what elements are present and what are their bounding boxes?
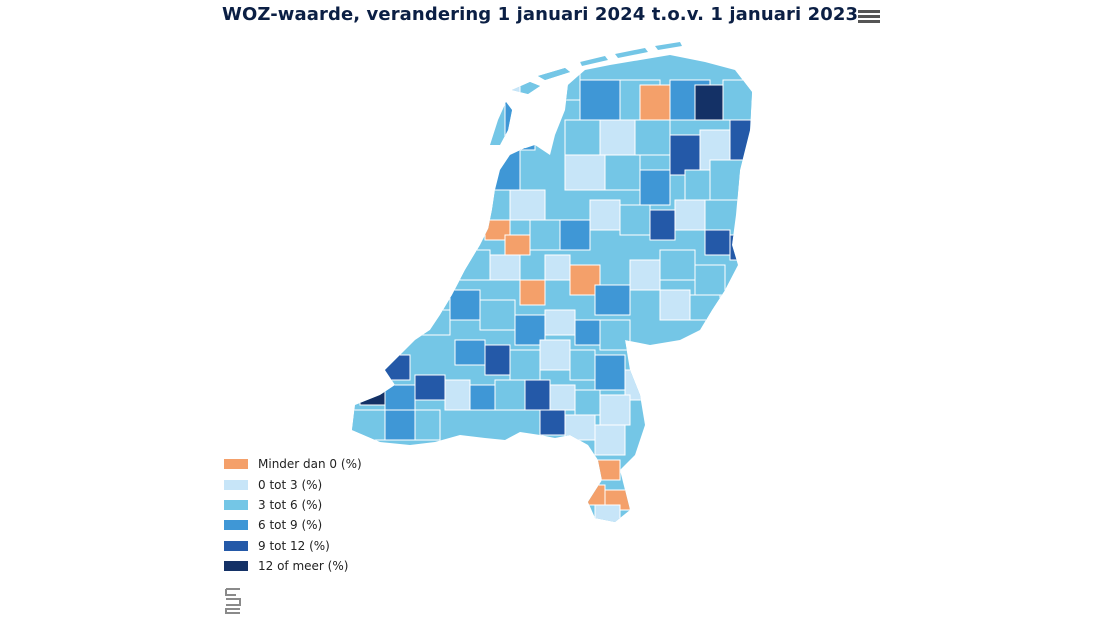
legend-label: Minder dan 0 (%) [258, 457, 362, 472]
legend-swatch [224, 540, 248, 551]
netherlands-map [340, 40, 760, 530]
legend-item-3-tot-6[interactable]: 3 tot 6 (%) [224, 495, 362, 515]
legend-swatch [224, 499, 248, 510]
legend-item-9-tot-12[interactable]: 9 tot 12 (%) [224, 536, 362, 556]
netherlands-map-svg [352, 42, 752, 522]
legend-item-12-of-meer[interactable]: 12 of meer (%) [224, 556, 362, 576]
legend-label: 9 tot 12 (%) [258, 538, 330, 553]
cbs-logo-icon [222, 586, 244, 616]
legend-label: 12 of meer (%) [258, 559, 349, 574]
legend-swatch [224, 479, 248, 490]
legend-swatch [224, 561, 248, 572]
legend-swatch [224, 520, 248, 531]
legend-item-minder-dan-0[interactable]: Minder dan 0 (%) [224, 454, 362, 474]
legend-item-0-tot-3[interactable]: 0 tot 3 (%) [224, 474, 362, 494]
municipality-tiles [352, 42, 752, 522]
legend-item-6-tot-9[interactable]: 6 tot 9 (%) [224, 515, 362, 535]
legend-label: 3 tot 6 (%) [258, 497, 323, 512]
legend-label: 0 tot 3 (%) [258, 477, 323, 492]
hamburger-menu-icon[interactable] [858, 10, 880, 30]
legend: Minder dan 0 (%) 0 tot 3 (%) 3 tot 6 (%)… [224, 454, 362, 576]
chart-title: WOZ-waarde, verandering 1 januari 2024 t… [222, 4, 859, 25]
legend-label: 6 tot 9 (%) [258, 518, 323, 533]
legend-swatch [224, 459, 248, 470]
